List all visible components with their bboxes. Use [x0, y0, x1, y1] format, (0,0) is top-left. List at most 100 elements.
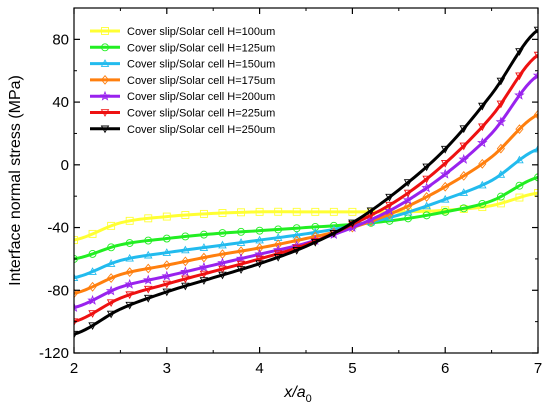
- data-point: [533, 26, 538, 35]
- data-point: [107, 243, 116, 252]
- data-point: [162, 260, 171, 271]
- data-point: [459, 204, 468, 213]
- axes: 2 3 4 5 6 7 -120 -80 -40 0 40 80: [39, 7, 542, 377]
- legend-item: Cover slip/Solar cell H=100um: [90, 26, 275, 38]
- data-point: [217, 257, 228, 268]
- data-point: [255, 243, 264, 253]
- data-point: [125, 216, 134, 225]
- data-point: [236, 238, 246, 246]
- data-point: [515, 181, 524, 190]
- data-point: [218, 271, 227, 280]
- data-point: [161, 270, 173, 281]
- legend-item: Cover slip/Solar cell H=200um: [90, 90, 275, 103]
- y-tick-label: -80: [47, 282, 69, 299]
- x-tick-label: 3: [163, 360, 171, 377]
- data-point: [198, 261, 210, 272]
- data-point: [292, 247, 301, 255]
- data-point: [496, 192, 505, 201]
- y-tick-label: -120: [39, 345, 69, 362]
- data-point: [478, 102, 487, 111]
- data-point: [144, 236, 153, 245]
- data-point: [199, 252, 209, 263]
- x-tick-label: 5: [348, 360, 356, 377]
- data-point: [218, 240, 227, 249]
- data-point: [403, 207, 413, 216]
- data-point: [532, 69, 538, 80]
- series-1: [74, 189, 538, 245]
- data-point: [533, 144, 538, 153]
- data-point: [255, 235, 264, 244]
- data-point: [144, 214, 153, 223]
- data-point: [105, 285, 117, 296]
- data-point: [199, 230, 208, 239]
- data-point: [496, 77, 506, 86]
- data-point: [422, 192, 431, 202]
- data-point: [162, 234, 171, 243]
- data-point: [236, 266, 246, 274]
- data-point: [125, 253, 134, 262]
- y-tick-label: 0: [61, 157, 69, 174]
- legend-label: Cover slip/Solar cell H=250um: [127, 124, 275, 136]
- data-point: [515, 48, 524, 56]
- data-point: [88, 281, 97, 292]
- data-point: [496, 143, 505, 154]
- data-point: [478, 158, 487, 169]
- data-point: [274, 207, 283, 216]
- data-point: [125, 267, 134, 278]
- data-point: [274, 225, 283, 234]
- data-point: [143, 274, 154, 285]
- data-point: [107, 221, 116, 230]
- data-point: [162, 288, 172, 297]
- legend-item: Cover slip/Solar cell H=225um: [90, 108, 275, 120]
- data-point: [534, 189, 538, 197]
- data-point: [162, 248, 172, 256]
- y-tick-label: 80: [52, 31, 69, 48]
- data-point: [255, 207, 264, 216]
- series-7: [74, 26, 538, 339]
- legend-marker: [100, 74, 110, 85]
- data-point: [441, 181, 450, 192]
- data-point: [496, 170, 506, 178]
- data-point: [144, 263, 153, 274]
- data-point: [235, 253, 247, 264]
- data-point: [74, 288, 79, 299]
- legend-marker: [100, 125, 110, 134]
- data-point: [478, 180, 487, 189]
- data-point: [441, 207, 450, 216]
- legend-item: Cover slip/Solar cell H=150um: [90, 59, 275, 71]
- data-point: [329, 207, 338, 216]
- data-point: [384, 205, 395, 216]
- data-point: [237, 208, 245, 217]
- data-point: [533, 109, 538, 120]
- y-axis-title: Interface normal stress (MPa): [7, 75, 24, 286]
- data-point: [125, 301, 134, 310]
- legend-item: Cover slip/Solar cell H=250um: [90, 124, 275, 136]
- legend-item: Cover slip/Solar cell H=175um: [90, 75, 275, 87]
- data-point: [272, 244, 284, 255]
- x-axis-title-sub: 0: [306, 393, 312, 405]
- data-point: [514, 89, 525, 100]
- legend-marker: [101, 27, 109, 35]
- data-point: [237, 227, 245, 236]
- data-point: [402, 194, 414, 205]
- data-point: [181, 282, 190, 291]
- legend-label: Cover slip/Solar cell H=175um: [127, 75, 275, 87]
- data-point: [162, 212, 171, 221]
- data-point: [180, 266, 191, 277]
- data-point: [422, 211, 431, 220]
- data-point: [458, 153, 469, 164]
- data-point: [495, 116, 507, 127]
- data-point: [143, 250, 153, 259]
- data-point: [124, 278, 135, 289]
- data-point: [534, 173, 538, 182]
- data-point: [74, 330, 79, 339]
- data-point: [439, 168, 451, 179]
- x-tick-label: 7: [534, 360, 542, 377]
- data-point: [106, 310, 116, 319]
- data-point: [440, 145, 450, 154]
- x-axis-title-main: x/a: [283, 384, 305, 401]
- data-point: [125, 239, 134, 247]
- data-point: [515, 193, 524, 202]
- data-point: [403, 179, 413, 187]
